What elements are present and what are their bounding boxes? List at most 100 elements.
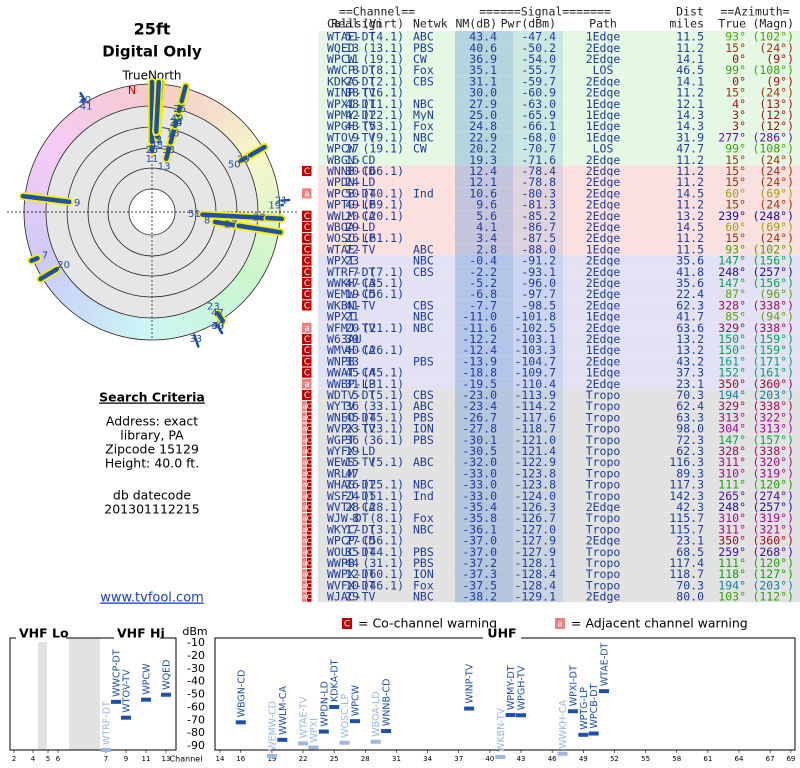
cell: (8.1) bbox=[369, 63, 404, 77]
x-tick-label: 28 bbox=[361, 755, 370, 763]
row-bg bbox=[318, 243, 800, 255]
cell: 46.5 bbox=[676, 63, 704, 77]
nm-cell-bg bbox=[455, 143, 513, 155]
cell: -87.5 bbox=[521, 231, 556, 245]
cell: 1Edge bbox=[586, 366, 621, 380]
row-bg bbox=[318, 221, 800, 233]
cell: NBC bbox=[413, 254, 434, 268]
warning-box bbox=[302, 479, 307, 490]
cell: WGPT bbox=[327, 433, 355, 447]
cell: 28 bbox=[345, 500, 359, 514]
pwr-cell-bg bbox=[513, 311, 563, 323]
cell: Tropo bbox=[586, 522, 621, 536]
cell: Ind bbox=[413, 489, 434, 503]
warning-box bbox=[302, 468, 307, 479]
cell: -121.0 bbox=[514, 433, 556, 447]
x-axis-label: Channel bbox=[170, 755, 203, 764]
cell: 72.3 bbox=[676, 433, 704, 447]
signal-mark bbox=[329, 704, 340, 709]
station-label: WPMY-DT bbox=[506, 665, 517, 710]
cell: Tropo bbox=[586, 478, 621, 492]
row-bg bbox=[318, 120, 800, 132]
station-label: WTRF-DT bbox=[102, 701, 113, 745]
cell: 31.1 bbox=[469, 74, 497, 88]
cell: 4° bbox=[732, 97, 746, 111]
row-bg bbox=[318, 42, 800, 54]
cell: 350° bbox=[718, 534, 746, 548]
nm-cell-bg bbox=[455, 266, 513, 278]
cell: 70.3 bbox=[676, 388, 704, 402]
fm-band bbox=[69, 638, 100, 750]
cell: -104.7 bbox=[514, 354, 556, 368]
row-bg bbox=[318, 467, 800, 479]
x-tick-label: 9 bbox=[124, 755, 128, 763]
cell: -78.8 bbox=[521, 175, 556, 189]
column-header: Real bbox=[331, 17, 359, 31]
station-label: WPGH-TV bbox=[517, 665, 528, 710]
cell: 51 bbox=[345, 30, 359, 44]
pwr-cell-bg bbox=[513, 546, 563, 558]
row-bg bbox=[318, 535, 800, 547]
cell: WKBN-TV bbox=[327, 298, 376, 312]
x-tick-label: 7 bbox=[104, 755, 108, 763]
cell: 85° bbox=[725, 310, 746, 324]
cell: -33.0 bbox=[462, 478, 497, 492]
compass-wedge bbox=[237, 265, 263, 289]
cell: 248° bbox=[718, 500, 746, 514]
nm-cell-bg bbox=[455, 255, 513, 267]
nm-cell-bg bbox=[455, 445, 513, 457]
nm-cell-bg bbox=[455, 423, 513, 435]
signal-mark bbox=[277, 737, 288, 742]
cell: -13.9 bbox=[462, 354, 497, 368]
cell: (13.1) bbox=[362, 41, 404, 55]
row-bg bbox=[318, 490, 800, 502]
pwr-cell-bg bbox=[513, 176, 563, 188]
cell: -103.3 bbox=[514, 343, 556, 357]
cell: 43.2 bbox=[676, 354, 704, 368]
site-link[interactable]: www.tvfool.com bbox=[100, 591, 204, 606]
cell: 15° bbox=[725, 175, 746, 189]
station-label: WTOV-TV bbox=[122, 669, 133, 713]
cell: Tropo bbox=[586, 388, 621, 402]
cell: WPXI bbox=[327, 254, 355, 268]
row-bg bbox=[318, 53, 800, 65]
row-bg bbox=[318, 288, 800, 300]
x-tick-label: 31 bbox=[392, 755, 401, 763]
row-bg bbox=[318, 479, 800, 491]
nm-cell-bg bbox=[455, 120, 513, 132]
signal-bar bbox=[265, 215, 285, 222]
warning-icon: aC bbox=[302, 436, 311, 444]
cell: 9 bbox=[352, 130, 359, 144]
cell: NBC bbox=[413, 97, 434, 111]
cell: 25.0 bbox=[469, 108, 497, 122]
nm-cell-bg bbox=[455, 344, 513, 356]
cell: WWKH-CA bbox=[327, 276, 376, 290]
cell: 99° bbox=[725, 142, 746, 156]
cell: 11 bbox=[345, 52, 359, 66]
cell: 35.6 bbox=[676, 254, 704, 268]
row-bg bbox=[318, 232, 800, 244]
cell: 89.3 bbox=[676, 466, 704, 480]
cell: 115.7 bbox=[669, 522, 704, 536]
cell: (286°) bbox=[752, 130, 794, 144]
cell: 15° bbox=[725, 86, 746, 100]
cell: 42 bbox=[345, 108, 359, 122]
row-bg bbox=[318, 266, 800, 278]
cell: ABC bbox=[413, 455, 434, 469]
cell: 259° bbox=[718, 545, 746, 559]
cell: (8.1) bbox=[369, 511, 404, 525]
cell: 45 bbox=[345, 410, 359, 424]
pwr-cell-bg bbox=[513, 277, 563, 289]
column-header: Path bbox=[589, 17, 617, 31]
cell: (9.1) bbox=[369, 130, 404, 144]
pwr-cell-bg bbox=[513, 221, 563, 233]
cell: 2.8 bbox=[476, 242, 497, 256]
station-label: WTAE-TV bbox=[299, 696, 310, 738]
x-tick-label: 16 bbox=[236, 755, 245, 763]
channel-label: 29 bbox=[237, 154, 250, 165]
row-bg bbox=[318, 568, 800, 580]
cell: Tropo bbox=[586, 466, 621, 480]
warning-box bbox=[307, 580, 312, 591]
nm-cell-bg bbox=[455, 165, 513, 177]
cell: MyN bbox=[413, 108, 434, 122]
